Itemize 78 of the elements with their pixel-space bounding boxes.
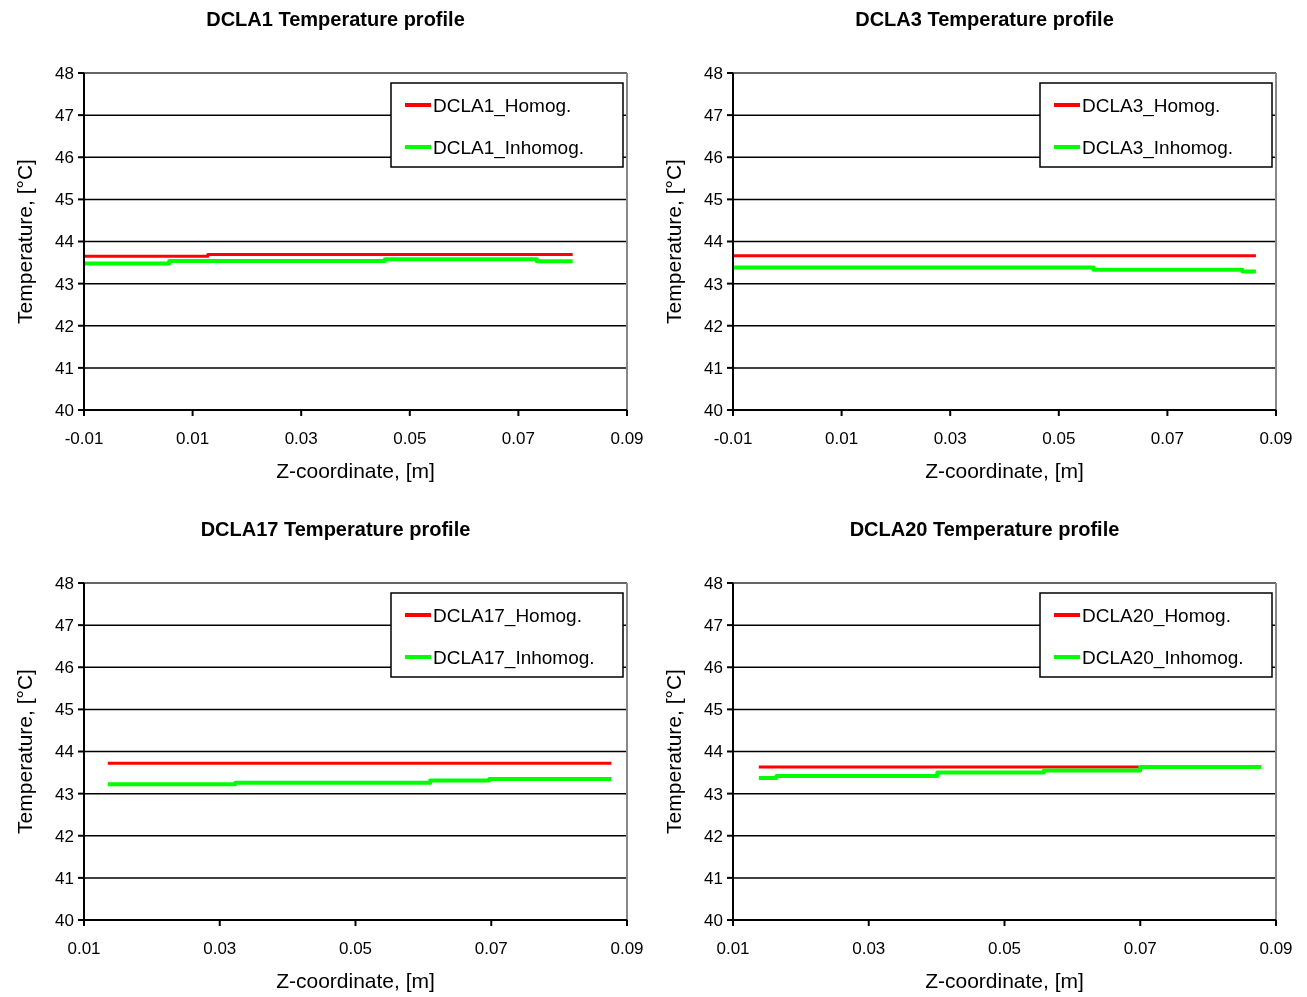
y-tick-label: 42	[704, 826, 723, 846]
x-tick-label: 0.05	[987, 939, 1022, 958]
x-tick-label: 0.03	[933, 429, 967, 448]
y-tick-label: 40	[704, 910, 723, 930]
y-tick-label: 48	[55, 573, 74, 593]
y-axis-title: Temperature, [°C]	[662, 159, 685, 324]
y-axis-title: Temperature, [°C]	[662, 669, 685, 834]
legend-label: DCLA1_Inhomog.	[433, 136, 585, 159]
y-axis-title: Temperature, [°C]	[13, 669, 36, 834]
y-tick-label: 40	[55, 400, 74, 420]
x-tick-label: 0.03	[852, 939, 886, 958]
y-tick-label: 42	[55, 826, 74, 846]
legend-label: DCLA3_Inhomog.	[1082, 136, 1234, 159]
x-tick-label: 0.05	[1042, 429, 1076, 448]
y-tick-label: 47	[55, 106, 74, 126]
x-tick-label: 0.01	[67, 939, 101, 958]
y-tick-label: 47	[704, 616, 723, 636]
y-tick-label: 48	[55, 63, 74, 83]
y-tick-label: 47	[55, 616, 74, 636]
x-tick-label: -0.01	[713, 429, 753, 448]
x-tick-label: 0.07	[474, 939, 508, 958]
x-axis-title: Z-coordinate, [m]	[925, 969, 1084, 992]
legend-label: DCLA3_Homog.	[1082, 94, 1221, 117]
y-tick-label: 44	[704, 742, 723, 762]
x-tick-label: 0.07	[1123, 939, 1157, 958]
y-tick-label: 41	[704, 868, 723, 888]
legend-label: DCLA17_Homog.	[433, 604, 582, 627]
y-tick-label: 44	[704, 232, 723, 252]
x-axis-title: Z-coordinate, [m]	[276, 969, 435, 992]
y-tick-label: 40	[55, 910, 74, 930]
y-tick-label: 44	[55, 232, 74, 252]
x-tick-label: 0.01	[825, 429, 859, 448]
x-tick-label: 0.07	[1150, 429, 1184, 448]
y-tick-label: 41	[55, 358, 74, 378]
y-tick-label: 48	[704, 573, 723, 593]
x-tick-label: 0.09	[610, 939, 644, 958]
chart-title: DCLA17 Temperature profile	[200, 518, 471, 540]
y-tick-label: 41	[55, 868, 74, 888]
y-tick-label: 43	[704, 784, 723, 804]
y-tick-label: 43	[55, 784, 74, 804]
x-tick-label: 0.09	[610, 429, 644, 448]
x-tick-label: 0.01	[176, 429, 210, 448]
x-tick-label: 0.03	[284, 429, 318, 448]
y-tick-label: 47	[704, 106, 723, 126]
y-tick-label: 41	[704, 358, 723, 378]
legend-label: DCLA20_Inhomog.	[1082, 646, 1244, 669]
x-tick-label: 0.01	[716, 939, 750, 958]
y-tick-label: 42	[55, 316, 74, 336]
y-tick-label: 45	[55, 190, 74, 210]
x-tick-label: -0.01	[64, 429, 104, 448]
x-tick-label: 0.05	[393, 429, 427, 448]
y-tick-label: 46	[55, 658, 74, 678]
y-tick-label: 40	[704, 400, 723, 420]
y-tick-label: 42	[704, 316, 723, 336]
legend-label: DCLA17_Inhomog.	[433, 646, 595, 669]
x-axis-title: Z-coordinate, [m]	[925, 459, 1084, 482]
y-tick-label: 43	[55, 274, 74, 294]
y-tick-label: 46	[55, 148, 74, 168]
legend-label: DCLA1_Homog.	[433, 94, 572, 117]
chart-title: DCLA20 Temperature profile	[849, 518, 1120, 540]
y-axis-title: Temperature, [°C]	[13, 159, 36, 324]
x-tick-label: 0.07	[501, 429, 535, 448]
y-tick-label: 45	[55, 700, 74, 720]
x-tick-label: 0.09	[1259, 939, 1293, 958]
y-tick-label: 45	[704, 190, 723, 210]
chart-title: DCLA3 Temperature profile	[855, 8, 1114, 30]
chart-title: DCLA1 Temperature profile	[206, 8, 465, 30]
y-tick-label: 46	[704, 658, 723, 678]
y-tick-label: 44	[55, 742, 74, 762]
y-tick-label: 48	[704, 63, 723, 83]
legend-label: DCLA20_Homog.	[1082, 604, 1231, 627]
x-tick-label: 0.05	[338, 939, 373, 958]
x-tick-label: 0.09	[1259, 429, 1293, 448]
y-tick-label: 43	[704, 274, 723, 294]
x-axis-title: Z-coordinate, [m]	[276, 459, 435, 482]
x-tick-label: 0.03	[203, 939, 237, 958]
y-tick-label: 46	[704, 148, 723, 168]
y-tick-label: 45	[704, 700, 723, 720]
